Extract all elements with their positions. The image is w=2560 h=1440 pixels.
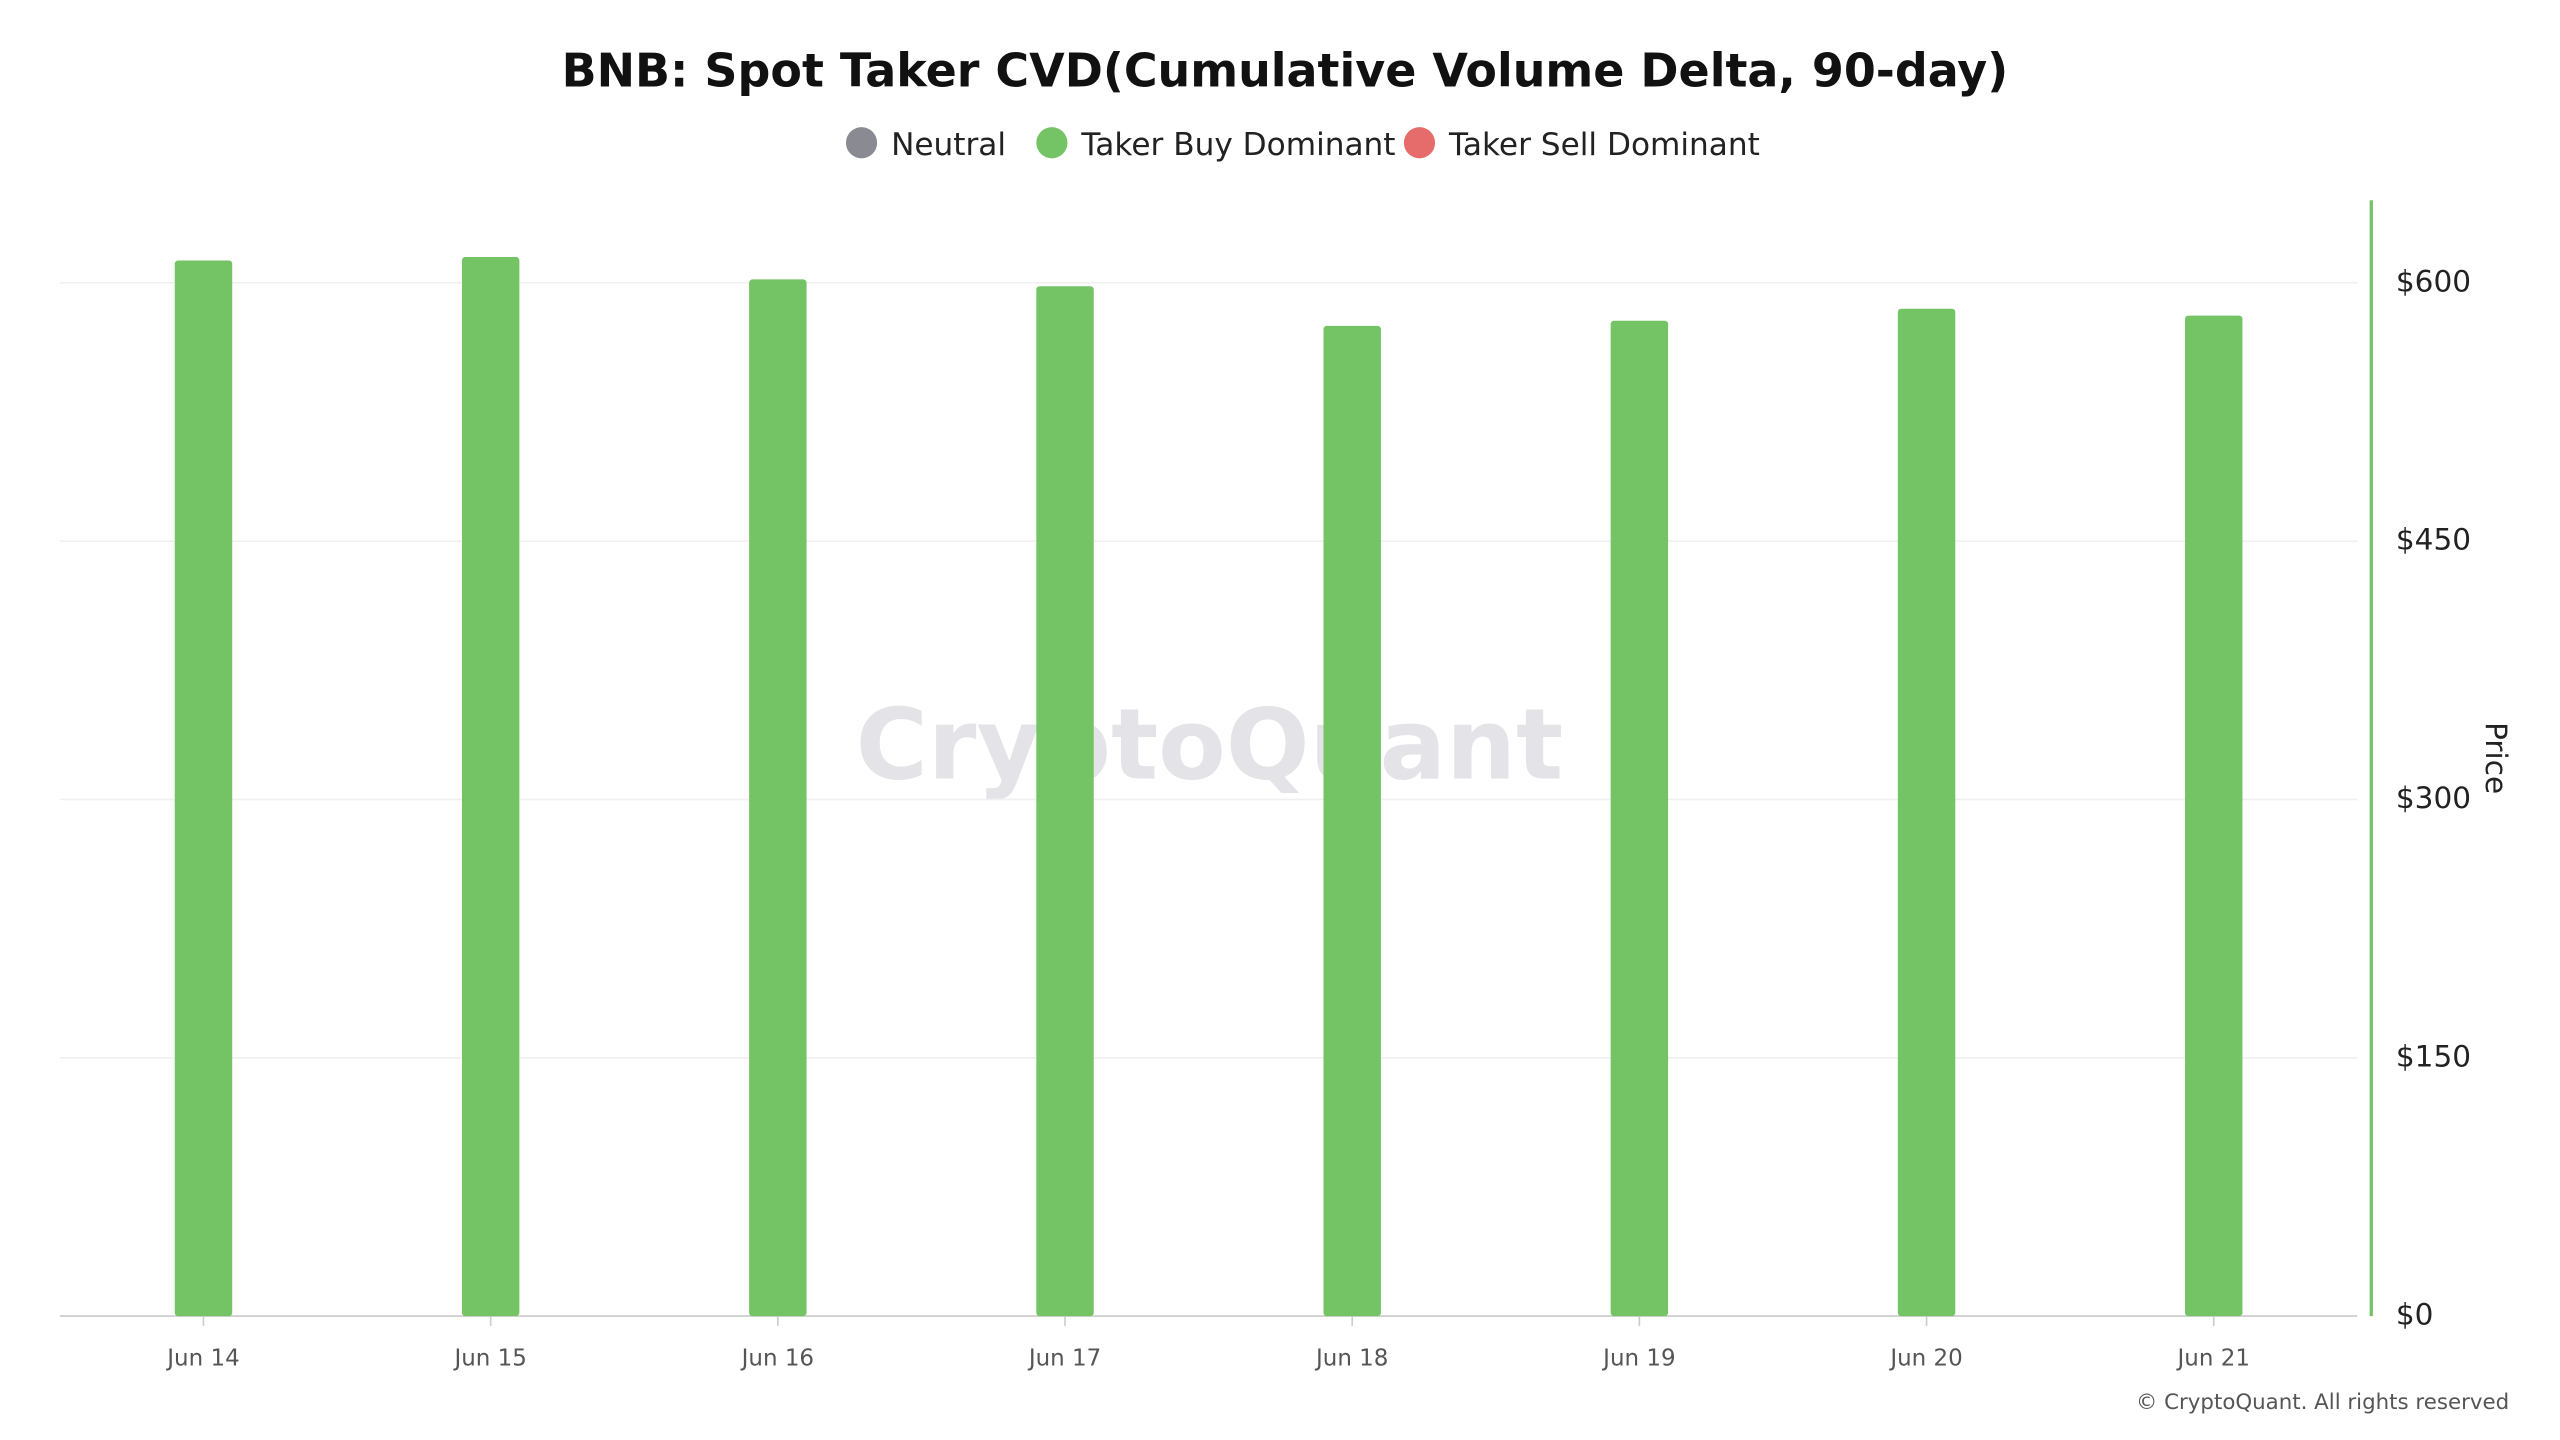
legend-marker xyxy=(1403,127,1436,159)
y-axis-title: Price xyxy=(2479,722,2513,794)
watermark: CryptoQuant xyxy=(856,688,1564,802)
y-tick-label: $0 xyxy=(2396,1298,2434,1332)
bar xyxy=(1897,308,1956,1317)
y-tick-label: $300 xyxy=(2396,781,2471,815)
x-tick-label: Jun 19 xyxy=(1601,1345,1675,1371)
x-tick-label: Jun 14 xyxy=(165,1345,239,1371)
legend-label: Taker Buy Dominant xyxy=(1080,127,1395,163)
bar xyxy=(1323,325,1381,1317)
chart-title: BNB: Spot Taker CVD(Cumulative Volume De… xyxy=(562,43,2009,97)
x-tick-label: Jun 18 xyxy=(1314,1345,1388,1371)
legend-label: Taker Sell Dominant xyxy=(1448,127,1760,163)
y-tick-label: $450 xyxy=(2396,523,2471,557)
y-tick-label: $150 xyxy=(2396,1039,2471,1073)
bar xyxy=(749,279,807,1317)
legend-marker xyxy=(845,127,878,159)
y-tick-label: $600 xyxy=(2396,264,2471,298)
legend-marker xyxy=(1036,127,1068,159)
x-tick-label: Jun 20 xyxy=(1888,1345,1962,1371)
x-tick-label: Jun 16 xyxy=(740,1345,814,1371)
bar xyxy=(461,257,520,1317)
x-tick-label: Jun 17 xyxy=(1027,1345,1101,1371)
bar xyxy=(174,260,233,1317)
legend-label: Neutral xyxy=(891,127,1006,163)
x-tick-label: Jun 15 xyxy=(452,1345,526,1371)
x-tick-label: Jun 21 xyxy=(2176,1345,2250,1371)
footer: © CryptoQuant. All rights reserved xyxy=(2136,1390,2509,1415)
bar xyxy=(2185,315,2243,1317)
bar xyxy=(1610,320,1669,1317)
bar xyxy=(1036,286,1094,1317)
